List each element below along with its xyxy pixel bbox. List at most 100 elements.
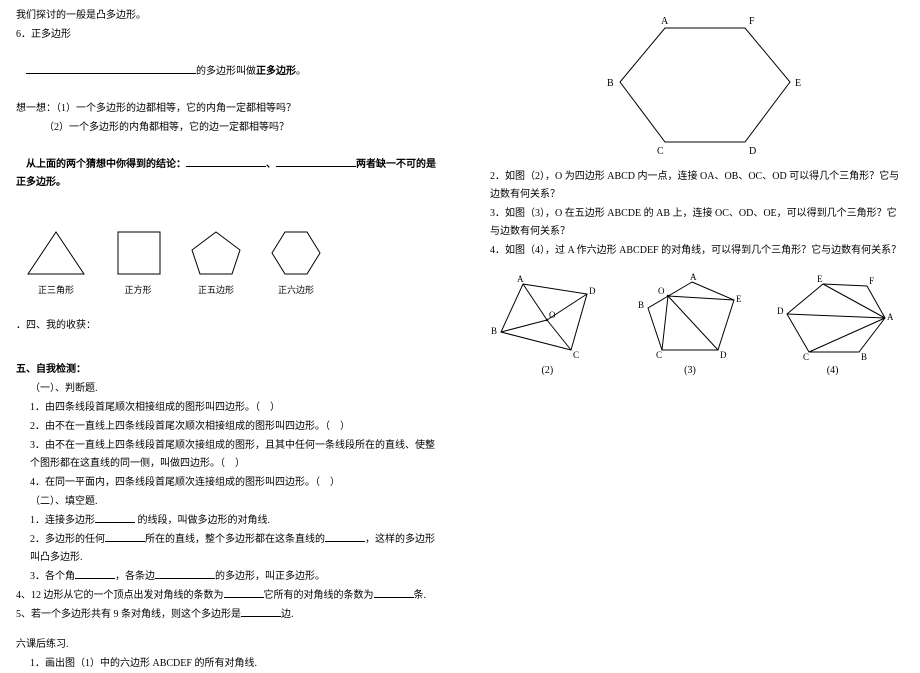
t: 1．连接多边形 [30,515,95,526]
lblA: A [661,16,669,27]
caption: (4) [827,362,839,380]
svg-text:D: D [777,306,784,316]
hexagon-abcdef: A F E D C B [565,10,815,160]
f3: 3．各个角 ，各条边 的多边形，叫正多边形。 [16,568,444,586]
lblF: F [749,16,755,27]
svg-text:D: D [589,286,596,296]
t: 5、若一个多边形共有 9 条对角线，则这个多边形是 [16,609,241,620]
svg-text:B: B [491,326,497,336]
svg-text:A: A [690,272,697,282]
diagrams-row: A D C B O (2) A E D C B O ( [476,270,904,380]
triangle-icon [24,228,88,278]
svg-text:O: O [658,286,665,296]
think1: 想一想：（1）一个多边形的边都相等，它的内角一定都相等吗？ [16,100,444,118]
t: 的线段，叫做多边形的对角线. [135,515,270,526]
t: ，各条边 [115,571,155,582]
ex1: 1．画出图（1）中的六边形 ABCDEF 的所有对角线. [16,655,444,673]
shape-label: 正五边形 [198,282,234,298]
hexagon-icon [268,228,324,278]
left-column: 我们探讨的一般是凸多边形。 6．正多边形 的多边形叫做正多边形。 想一想：（1）… [0,0,460,650]
lblC: C [657,146,664,157]
t: 2．多边形的任何 [30,534,105,545]
square-icon [112,228,164,278]
fig4-icon: E F A B C D [773,270,893,360]
pentagon-icon [188,228,244,278]
p6end: 。 [296,66,306,77]
t: 所在的直线，整个多边形都在这条直线的 [145,534,325,545]
t: 3．各个角 [30,571,75,582]
blank [75,578,115,579]
q3: 3．由不在一直线上四条线段首尾顺次接组成的图形，且其中任何一条线段所在的直线、使… [16,437,444,473]
conc-mid: 、 [266,159,276,170]
lblB: B [607,78,614,89]
t: 条. [414,590,427,601]
caption: (2) [541,362,553,380]
p6term: 正多边形 [256,66,296,77]
f5: 5、若一个多边形共有 9 条对角线，则这个多边形是 边. [16,606,444,624]
fig2-icon: A D C B O [487,270,607,360]
q2: 2．由不在一直线上四条线段首尾次顺次相接组成的图形叫四边形。（ ） [16,418,444,436]
svg-text:B: B [861,352,867,360]
shape-label: 正三角形 [38,282,74,298]
regular-polygons-row: 正三角形 正方形 正五边形 正六边形 [24,228,444,298]
sec6: 六课后练习. [16,636,444,654]
diagram-3: A E D C B O (3) [630,270,750,380]
t: 边. [281,609,294,620]
svg-text:F: F [869,276,874,286]
think2: （2）一个多边形的内角都相等，它的边一定都相等吗？ [16,119,444,137]
lblD: D [749,146,756,157]
t: 它所有的对角线的条数为 [264,590,374,601]
caption: (3) [684,362,696,380]
blank [374,597,414,598]
t: 的多边形，叫正多边形。 [215,571,325,582]
sec4: ．四、我的收获： [16,317,444,335]
sub5-1: （一）、判断题. [16,380,444,398]
lblE: E [795,78,801,89]
svg-text:E: E [817,274,823,284]
blank [325,541,365,542]
svg-text:D: D [720,350,727,360]
svg-text:C: C [573,350,579,360]
svg-text:O: O [549,310,556,320]
svg-text:C: C [656,350,662,360]
blank [155,578,215,579]
rq2: 2．如图（2），O 为四边形 ABCD 内一点，连接 OA、OB、OC、OD 可… [476,168,904,204]
blank [95,522,135,523]
shape-hexagon: 正六边形 [268,228,324,298]
h6: 6．正多边形 [16,26,444,44]
rq4: 4．如图（4），过 A 作六边形 ABCDEF 的对角线，可以得到几个三角形？它… [476,242,904,260]
t: 4、12 边形从它的一个顶点出发对角线的条数为 [16,590,224,601]
svg-text:E: E [736,294,742,304]
blank [26,73,196,74]
q4: 4．在同一平面内，四条线段首尾顺次连接组成的图形叫四边形。（ ） [16,474,444,492]
diagram-2: A D C B O (2) [487,270,607,380]
svg-text:A: A [517,274,524,284]
svg-text:B: B [638,300,644,310]
blank [241,616,281,617]
blank [276,166,356,167]
shape-triangle: 正三角形 [24,228,88,298]
f1: 1．连接多边形 的线段，叫做多边形的对角线. [16,512,444,530]
shape-pentagon: 正五边形 [188,228,244,298]
fig3-icon: A E D C B O [630,270,750,360]
text-convex: 我们探讨的一般是凸多边形。 [16,7,444,25]
right-column: A F E D C B 2．如图（2），O 为四边形 ABCD 内一点，连接 O… [460,0,920,650]
blank [224,597,264,598]
p6-line: 的多边形叫做正多边形。 [16,45,444,99]
blank [105,541,145,542]
conc-pre: 从上面的两个猜想中你得到的结论： [26,159,186,170]
sec5: 五、自我检测： [16,361,444,379]
rq3: 3．如图（3），O 在五边形 ABCDE 的 AB 上，连接 OC、OD、OE，… [476,205,904,241]
sub5-2: （二）、填空题. [16,493,444,511]
diagram-4: E F A B C D (4) [773,270,893,380]
q1: 1．由四条线段首尾顺次相接组成的图形叫四边形。（ ） [16,399,444,417]
shape-label: 正方形 [124,282,151,298]
f4: 4、12 边形从它的一个顶点出发对角线的条数为 它所有的对角线的条数为 条. [16,587,444,605]
shape-square: 正方形 [112,228,164,298]
conclusion: 从上面的两个猜想中你得到的结论：、两者缺一不可的是正多边形。 [16,138,444,210]
svg-text:C: C [803,352,809,360]
f2: 2．多边形的任何所在的直线，整个多边形都在这条直线的，这样的多边形叫凸多边形. [16,531,444,567]
shape-label: 正六边形 [278,282,314,298]
p6a: 的多边形叫做 [196,66,256,77]
blank [186,166,266,167]
